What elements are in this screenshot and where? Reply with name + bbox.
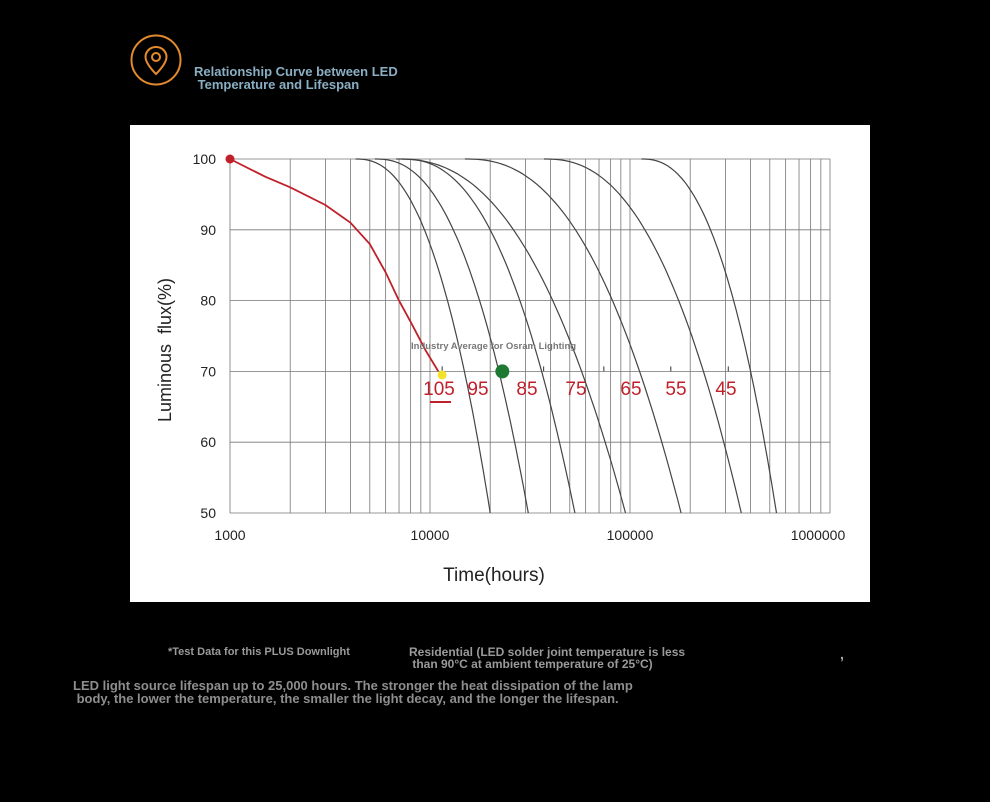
y-tick-label: 90 xyxy=(200,222,216,238)
chart-title: Relationship Curve between LED Temperatu… xyxy=(194,64,398,92)
temperature-label: 55 xyxy=(665,379,686,400)
y-tick-label: 50 xyxy=(200,505,216,521)
x-tick-label: 100000 xyxy=(607,527,654,543)
residential-note: Residential (LED solder joint temperatur… xyxy=(409,645,686,671)
temperature-label: 45 xyxy=(715,379,736,400)
chart-panel: 100 90 80 70 60 50 1000 10000 100000 1000000 105 9… xyxy=(130,125,870,602)
temperature-label: 85 xyxy=(516,379,537,400)
temperature-curve xyxy=(401,158,576,514)
comma-mark: , xyxy=(840,646,844,662)
temperature-label: 75 xyxy=(565,379,586,400)
temperature-label: 105 xyxy=(423,379,455,400)
temperature-curve xyxy=(355,158,491,514)
temperature-curve xyxy=(641,158,778,514)
chart-grid xyxy=(229,158,831,514)
temperature-labels: 105 95 85 75 65 55 45 xyxy=(423,379,737,403)
y-axis-label: Luminous flux(%) xyxy=(155,278,175,422)
temperature-curve xyxy=(544,158,742,514)
location-pin-icon xyxy=(130,34,182,86)
measured-series xyxy=(229,158,440,372)
measured-line xyxy=(229,158,440,372)
data-marker xyxy=(437,370,447,380)
y-tick-label: 100 xyxy=(193,151,217,167)
y-tick-label: 70 xyxy=(200,363,216,379)
chart-markers xyxy=(225,154,510,380)
axis-ticks: 100 90 80 70 60 50 1000 10000 100000 1000000 xyxy=(193,151,846,543)
y-tick-label: 80 xyxy=(200,293,216,309)
temperature-label: 95 xyxy=(467,379,488,400)
temperature-curve xyxy=(464,158,682,514)
test-data-note: *Test Data for this PLUS Downlight xyxy=(168,646,350,658)
data-marker xyxy=(225,154,235,164)
temperature-curve xyxy=(374,158,529,514)
y-tick-label: 60 xyxy=(200,434,216,450)
temperature-curve xyxy=(396,158,627,514)
x-axis-label: Time(hours) xyxy=(443,565,545,586)
x-tick-label: 10000 xyxy=(411,527,450,543)
temperature-curves xyxy=(355,158,778,514)
x-tick-label: 1000 xyxy=(214,527,245,543)
annotation-label: Industry Average for Osram Lighting xyxy=(411,341,576,352)
data-marker xyxy=(495,364,510,379)
lifespan-chart: 100 90 80 70 60 50 1000 10000 100000 1000000 105 9… xyxy=(155,151,846,586)
lifespan-description: LED light source lifespan up to 25,000 h… xyxy=(73,678,633,706)
temperature-label: 65 xyxy=(620,379,641,400)
x-tick-label: 1000000 xyxy=(791,527,846,543)
